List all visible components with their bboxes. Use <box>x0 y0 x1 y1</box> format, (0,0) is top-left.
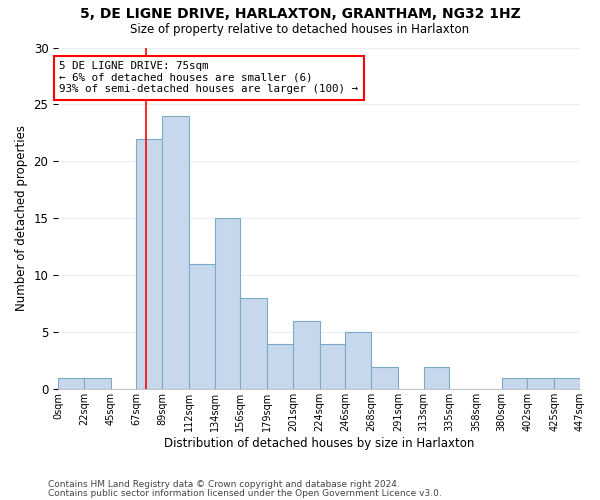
Bar <box>84 378 110 390</box>
Bar <box>554 378 580 390</box>
Bar <box>346 332 371 390</box>
Bar <box>371 366 398 390</box>
Y-axis label: Number of detached properties: Number of detached properties <box>15 126 28 312</box>
Text: Contains HM Land Registry data © Crown copyright and database right 2024.: Contains HM Land Registry data © Crown c… <box>48 480 400 489</box>
Text: 5 DE LIGNE DRIVE: 75sqm
← 6% of detached houses are smaller (6)
93% of semi-deta: 5 DE LIGNE DRIVE: 75sqm ← 6% of detached… <box>59 61 358 94</box>
Bar <box>215 218 240 390</box>
Text: Size of property relative to detached houses in Harlaxton: Size of property relative to detached ho… <box>130 22 470 36</box>
Bar <box>267 344 293 390</box>
X-axis label: Distribution of detached houses by size in Harlaxton: Distribution of detached houses by size … <box>164 437 474 450</box>
Text: Contains public sector information licensed under the Open Government Licence v3: Contains public sector information licen… <box>48 488 442 498</box>
Bar <box>424 366 449 390</box>
Bar <box>136 138 162 390</box>
Bar <box>293 321 320 390</box>
Bar <box>527 378 554 390</box>
Bar <box>502 378 527 390</box>
Bar <box>58 378 84 390</box>
Bar <box>162 116 189 390</box>
Bar <box>189 264 215 390</box>
Text: 5, DE LIGNE DRIVE, HARLAXTON, GRANTHAM, NG32 1HZ: 5, DE LIGNE DRIVE, HARLAXTON, GRANTHAM, … <box>80 8 520 22</box>
Bar <box>320 344 346 390</box>
Bar <box>240 298 267 390</box>
